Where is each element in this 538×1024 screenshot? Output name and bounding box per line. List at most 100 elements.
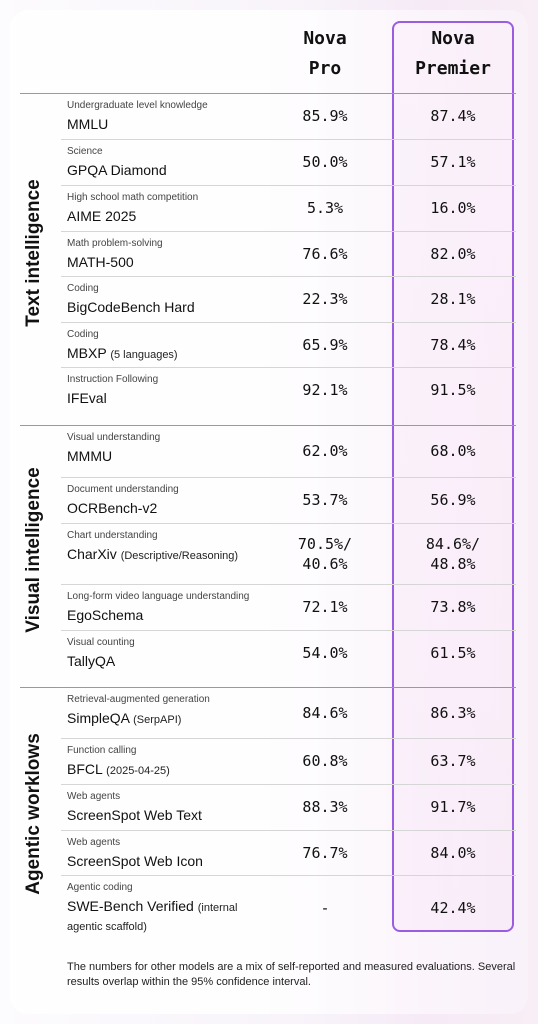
benchmark-name-text: CharXiv [67,546,117,562]
score-value: 5.3% [306,199,344,217]
row-divider [61,830,516,831]
row-divider [61,139,516,140]
score-value: 73.8% [430,598,476,616]
benchmark-category: Function calling [67,745,137,756]
nova-pro-score: 54.0% [265,643,385,663]
score-value: 85.9% [302,107,348,125]
nova-pro-score: 76.7% [265,843,385,863]
score-value: 50.0% [302,153,348,171]
benchmark-category: Retrieval-augmented generation [67,694,210,705]
nova-pro-score: 62.0% [265,441,385,461]
nova-pro-score: 72.1% [265,597,385,617]
score-value: 63.7% [430,752,476,770]
benchmark-name-text: TallyQA [67,653,116,669]
row-divider [61,231,516,232]
score-value: 57.1% [430,153,476,171]
benchmark-name: AIME 2025 [67,208,136,225]
benchmark-name: ScreenSpot Web Icon [67,853,203,870]
score-value: 53.7% [302,491,348,509]
benchmark-name-text: MMLU [67,116,109,132]
benchmark-name-text: BigCodeBench Hard [67,299,195,315]
nova-premier-score: 73.8% [393,597,513,617]
benchmark-qualifier: (5 languages) [110,349,178,361]
nova-premier-score: 78.4% [393,335,513,355]
nova-pro-score: 76.6% [265,244,385,264]
benchmark-category: Undergraduate level knowledge [67,100,208,111]
benchmark-category: Science [67,146,103,157]
row-divider [61,477,516,478]
nova-pro-score: 53.7% [265,490,385,510]
nova-pro-score: 22.3% [265,289,385,309]
nova-premier-score: 91.5% [393,380,513,400]
score-value: 91.5% [430,381,476,399]
score-value: 84.6%/ [425,534,481,553]
score-value: - [320,898,330,917]
nova-premier-score: 57.1% [393,152,513,172]
nova-pro-score: 70.5%/40.6% [265,534,385,574]
benchmark-name: SimpleQA (SerpAPI) [67,710,181,729]
benchmark-name-text: SimpleQA [67,710,130,726]
score-value: 48.8% [430,554,476,573]
row-divider [61,523,516,524]
score-value: 22.3% [302,290,348,308]
column-header-nova-premier: Nova Premier [393,24,513,84]
nova-premier-score: 42.4% [393,898,513,918]
benchmark-category: Chart understanding [67,530,158,541]
row-divider [61,738,516,739]
nova-pro-score: 84.6% [265,703,385,723]
benchmark-name: OCRBench-v2 [67,500,157,517]
score-value: 76.7% [302,843,348,862]
score-value: 54.0% [302,643,348,662]
benchmark-qualifier: (internal [197,902,238,914]
benchmark-category: Math problem-solving [67,238,163,249]
benchmark-qualifier: agentic scaffold) [67,921,147,933]
benchmark-category: Visual counting [67,637,135,648]
score-value: 82.0% [430,244,476,263]
column-header-line: Premier [415,58,491,79]
benchmark-name: EgoSchema [67,607,143,624]
benchmark-category: Web agents [67,791,121,802]
score-value: 76.6% [302,244,348,263]
benchmark-qualifier: (Descriptive/Reasoning) [120,550,239,562]
row-divider [61,584,516,585]
row-divider [61,630,516,631]
score-value: 61.5% [430,643,476,662]
score-value: 56.9% [430,491,476,509]
benchmark-name: MMMU [67,448,112,465]
score-value: 40.6% [302,554,348,573]
score-value: 62.0% [302,442,348,460]
score-value: 60.8% [302,752,348,770]
section-label: Visual intelligence [23,467,44,633]
benchmark-category: Long-form video language understanding [67,591,250,602]
nova-pro-score: 5.3% [265,198,385,218]
section-label: Text intelligence [23,179,44,327]
benchmark-name-text: SWE-Bench Verified [67,898,194,914]
score-value: 68.0% [430,442,476,460]
benchmark-name-text: MBXP [67,345,107,361]
column-header-line: Pro [308,58,342,79]
benchmark-name: MATH-500 [67,254,134,271]
premier-column-highlight [392,21,514,932]
score-value: 70.5%/ [297,534,353,553]
nova-pro-score: 88.3% [265,797,385,817]
row-divider [61,367,516,368]
row-divider [61,185,516,186]
nova-premier-score: 82.0% [393,244,513,264]
nova-premier-score: 87.4% [393,106,513,126]
benchmark-name-text: IFEval [67,390,107,406]
nova-premier-score: 84.6%/48.8% [393,534,513,574]
nova-pro-score: 85.9% [265,106,385,126]
row-divider [61,875,516,876]
score-value: 65.9% [302,335,348,354]
score-value: 28.1% [430,290,476,308]
score-value: 84.0% [430,843,476,862]
section-divider [20,93,516,94]
nova-pro-score: 60.8% [265,751,385,771]
benchmark-name-text: BFCL [67,761,103,777]
benchmark-name: MMLU [67,116,108,133]
benchmark-name: GPQA Diamond [67,162,167,179]
benchmark-name: TallyQA [67,653,115,670]
nova-premier-score: 56.9% [393,490,513,510]
benchmark-name-text: OCRBench-v2 [67,500,158,516]
score-value: 92.1% [302,381,348,399]
